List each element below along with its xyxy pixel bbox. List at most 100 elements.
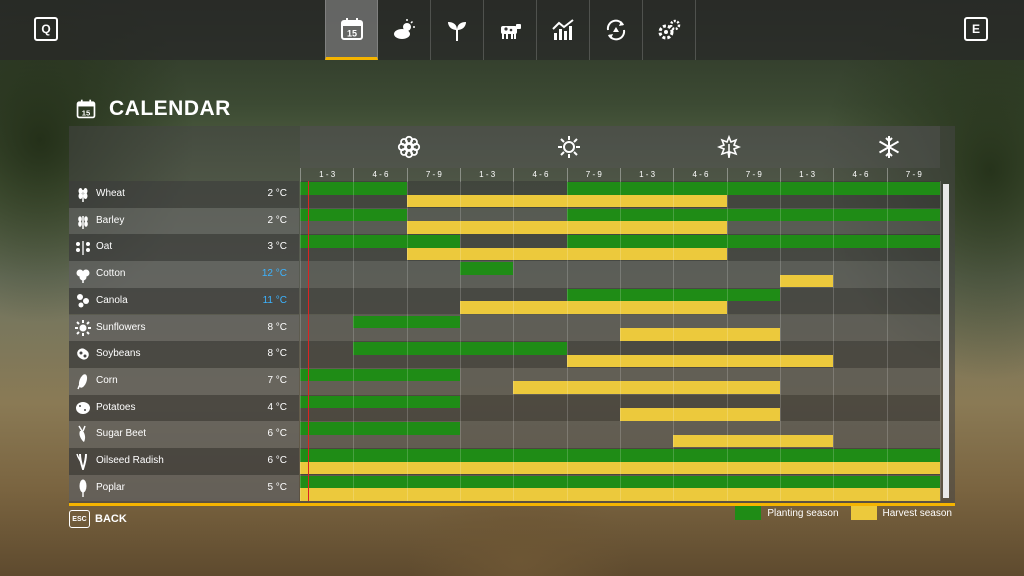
- tab-weather[interactable]: [378, 0, 431, 60]
- crop-row[interactable]: Corn 7 °C: [69, 367, 955, 395]
- crop-temperature: 6 °C: [267, 428, 287, 440]
- grid-line: [300, 181, 301, 501]
- season-grid: [300, 448, 940, 475]
- planting-bar: [566, 235, 940, 248]
- crop-temperature: 8 °C: [267, 321, 287, 333]
- harvest-bar: [780, 274, 834, 288]
- crop-temperature: 8 °C: [267, 348, 287, 360]
- grid-line: [726, 181, 728, 501]
- page-header: 15 CALENDAR: [75, 97, 231, 121]
- crop-row[interactable]: Poplar 5 °C: [69, 474, 955, 502]
- crop-row[interactable]: Soybeans 8 °C: [69, 341, 955, 368]
- season-grid: [300, 181, 940, 208]
- calendar-title-icon: 15: [76, 99, 96, 119]
- crop-info: Soybeans 8 °C: [69, 341, 299, 368]
- crop-info: Canola 11 °C: [69, 287, 299, 315]
- month-label: 4 - 6: [673, 168, 726, 182]
- crop-row[interactable]: Sunflowers 8 °C: [69, 314, 955, 342]
- potato-icon: [76, 401, 90, 414]
- prev-page-key[interactable]: Q: [34, 17, 58, 41]
- crop-name: Oilseed Radish: [96, 455, 164, 466]
- crop-row[interactable]: Barley 2 °C: [69, 207, 955, 235]
- crop-temperature: 5 °C: [267, 481, 287, 493]
- autumn-leaf-icon: [717, 135, 741, 158]
- harvest-bar: [406, 194, 727, 207]
- planting-bar: [353, 315, 460, 328]
- corn-icon: [77, 374, 88, 390]
- month-label: 4 - 6: [353, 168, 406, 182]
- harvest-bar: [673, 434, 834, 448]
- month-label: 1 - 3: [459, 168, 513, 182]
- tab-animals[interactable]: [484, 0, 537, 60]
- planting-bar: [300, 208, 407, 222]
- season-grid: [300, 261, 940, 288]
- month-label: 7 - 9: [886, 168, 940, 182]
- soybean-icon: [77, 348, 89, 360]
- next-page-key[interactable]: E: [964, 17, 988, 41]
- planting-bar: [300, 182, 407, 195]
- legend: Planting season Harvest season: [735, 506, 952, 520]
- barley-icon: [78, 215, 88, 229]
- crop-info: Potatoes 4 °C: [69, 394, 299, 422]
- grid-line: [460, 181, 461, 501]
- crop-row[interactable]: Wheat 2 °C: [69, 181, 955, 208]
- crop-name: Potatoes: [96, 401, 136, 413]
- crop-name: Oat: [96, 241, 113, 253]
- tab-prices[interactable]: [537, 0, 590, 60]
- calendar-icon: 15: [340, 17, 363, 40]
- grid-line: [886, 181, 888, 501]
- crop-temperature: 3 °C: [267, 241, 287, 253]
- grid-line: [513, 181, 515, 501]
- scrollbar[interactable]: [943, 184, 949, 498]
- crop-temperature: 7 °C: [267, 374, 287, 386]
- crop-row[interactable]: Potatoes 4 °C: [69, 394, 955, 422]
- sunflower-icon: [75, 319, 91, 336]
- tab-calendar[interactable]: 15: [325, 0, 378, 60]
- season-grid: [300, 341, 940, 368]
- grid-line: [566, 181, 568, 501]
- season-grid: [300, 421, 940, 448]
- calendar-icon-number: 15: [346, 28, 356, 38]
- month-label: 1 - 3: [300, 168, 353, 182]
- grid-line: [780, 181, 781, 501]
- season-grid: [300, 234, 940, 262]
- planting-bar: [300, 422, 460, 435]
- month-label: 1 - 3: [619, 168, 673, 182]
- season-grid: [300, 287, 940, 315]
- crop-temperature: 4 °C: [267, 401, 287, 413]
- back-button[interactable]: ESC BACK: [69, 510, 127, 528]
- spring-flower-icon: [397, 135, 421, 159]
- crop-info: Oilseed Radish 6 °C: [69, 448, 299, 475]
- crop-row[interactable]: Oilseed Radish 6 °C: [69, 448, 955, 475]
- crop-row[interactable]: Sugar Beet 6 °C: [69, 421, 955, 448]
- planting-bar: [300, 395, 460, 409]
- radish-icon: [76, 453, 87, 470]
- crop-name: Corn: [96, 374, 118, 386]
- crop-info: Barley 2 °C: [69, 207, 299, 235]
- planting-swatch: [735, 506, 762, 520]
- planting-bar: [353, 342, 567, 355]
- grid-line: [406, 181, 408, 501]
- planting-bar: [566, 288, 780, 302]
- sugarbeet-icon: [78, 425, 86, 443]
- tab-settings[interactable]: [643, 0, 696, 60]
- tab-cycle[interactable]: [590, 0, 643, 60]
- tab-crops[interactable]: [431, 0, 484, 60]
- planting-bar: [460, 262, 514, 275]
- settings-icon: [658, 19, 681, 40]
- crop-info: Corn 7 °C: [69, 367, 299, 395]
- season-grid: [300, 314, 940, 342]
- crop-row[interactable]: Canola 11 °C: [69, 287, 955, 315]
- crop-row[interactable]: Cotton 12 °C: [69, 261, 955, 288]
- harvest-bar: [620, 328, 780, 341]
- crop-info: Poplar 5 °C: [69, 474, 299, 502]
- crop-name: Sugar Beet: [96, 428, 147, 440]
- scrollbar-thumb[interactable]: [943, 184, 949, 498]
- crop-info: Wheat 2 °C: [69, 181, 299, 208]
- crop-temperature: 6 °C: [267, 455, 287, 466]
- crop-name: Soybeans: [96, 348, 141, 360]
- crop-row[interactable]: Oat 3 °C: [69, 234, 955, 262]
- grid-line: [673, 181, 675, 501]
- poplar-icon: [79, 479, 87, 497]
